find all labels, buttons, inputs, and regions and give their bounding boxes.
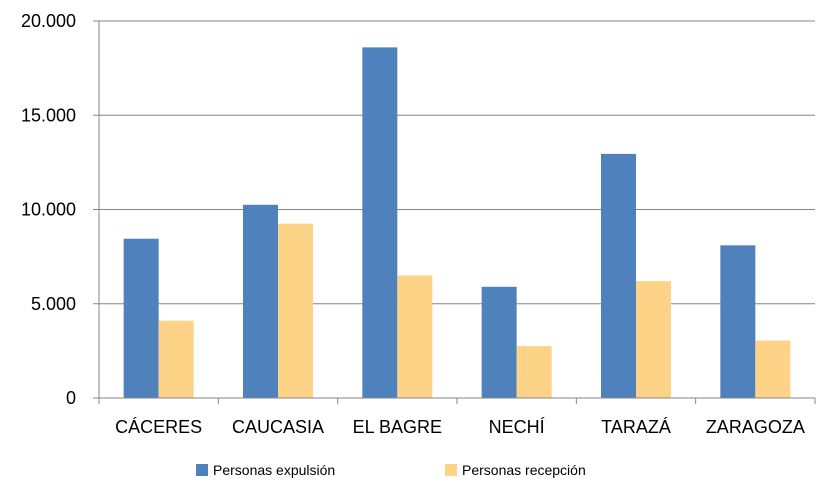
legend-swatch-expulsion bbox=[196, 464, 208, 476]
bar-expulsion bbox=[720, 245, 756, 398]
x-tick-label: EL BAGRE bbox=[353, 417, 442, 437]
bar-recepcion bbox=[636, 281, 671, 398]
x-tick-label: CAUCASIA bbox=[232, 417, 324, 437]
y-tick-label: 15.000 bbox=[21, 105, 76, 125]
legend: Personas expulsión Personas recepción bbox=[0, 462, 823, 484]
legend-label-recepcion: Personas recepción bbox=[462, 462, 586, 478]
bar-recepcion bbox=[397, 275, 433, 398]
x-tick-label: CÁCERES bbox=[115, 417, 202, 437]
y-tick-label: 5.000 bbox=[31, 294, 76, 314]
legend-item-recepcion: Personas recepción bbox=[445, 462, 586, 478]
bar-recepcion bbox=[516, 346, 552, 398]
bar-recepcion bbox=[158, 320, 194, 398]
y-tick-label: 20.000 bbox=[21, 11, 76, 31]
legend-swatch-recepcion bbox=[445, 464, 457, 476]
bar-expulsion bbox=[601, 153, 636, 398]
x-tick-label: NECHÍ bbox=[489, 417, 545, 437]
bar-recepcion bbox=[278, 223, 313, 398]
bar-expulsion bbox=[123, 238, 159, 398]
x-tick-label: ZARAGOZA bbox=[706, 417, 805, 437]
bar-expulsion bbox=[481, 286, 517, 398]
y-tick-label: 10.000 bbox=[21, 200, 76, 220]
legend-item-expulsion: Personas expulsión bbox=[196, 462, 335, 478]
legend-label-expulsion: Personas expulsión bbox=[213, 462, 336, 478]
y-tick-label: 0 bbox=[66, 388, 76, 408]
bar-expulsion bbox=[243, 204, 278, 398]
bar-recepcion bbox=[755, 340, 791, 398]
bar-chart: 0 5.000 10.000 15.000 20.000 CÁCERES CAUCASIA E… bbox=[21, 11, 816, 437]
bar-expulsion bbox=[362, 47, 398, 398]
x-tick-label: TARAZÁ bbox=[601, 417, 671, 437]
